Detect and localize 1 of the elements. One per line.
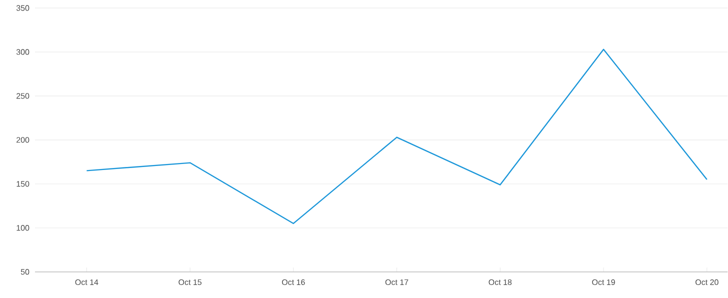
line-series — [86, 48, 708, 224]
